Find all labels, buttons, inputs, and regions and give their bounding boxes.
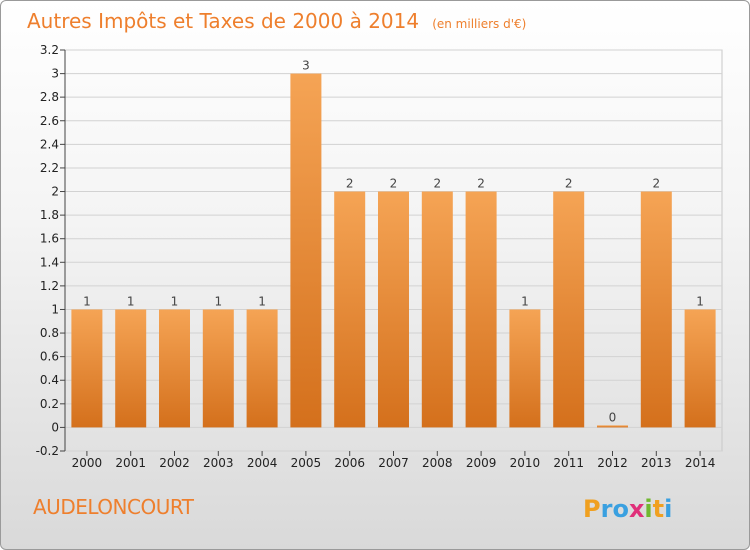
data-label-2011: 2 bbox=[565, 177, 573, 191]
bar-2009 bbox=[465, 191, 497, 428]
data-label-2005: 3 bbox=[302, 59, 310, 73]
x-tick-label-2005: 2005 bbox=[291, 456, 322, 470]
y-tick-label: 0.8 bbox=[40, 326, 59, 340]
y-tick-label: 1.2 bbox=[40, 279, 59, 293]
logo-letter: r bbox=[601, 495, 613, 523]
logo-letter: o bbox=[612, 495, 629, 523]
bar-2011 bbox=[553, 191, 585, 428]
bar-2000 bbox=[71, 309, 103, 428]
proxiti-logo: Proxiti bbox=[583, 495, 672, 523]
bar-2010 bbox=[509, 309, 541, 428]
data-label-2014: 1 bbox=[696, 294, 704, 308]
data-label-2002: 1 bbox=[171, 294, 179, 308]
y-tick-label: 1.6 bbox=[40, 232, 59, 246]
x-tick-label-2004: 2004 bbox=[247, 456, 278, 470]
data-label-2013: 2 bbox=[652, 177, 660, 191]
x-tick-label-2007: 2007 bbox=[378, 456, 409, 470]
y-tick-label: 1.8 bbox=[40, 208, 59, 222]
x-tick-label-2010: 2010 bbox=[510, 456, 541, 470]
data-label-2008: 2 bbox=[433, 177, 441, 191]
y-tick-label: 2.8 bbox=[40, 90, 59, 104]
data-label-2000: 1 bbox=[83, 294, 91, 308]
chart-title-text: Autres Impôts et Taxes de 2000 à 2014 bbox=[27, 9, 419, 33]
bar-2007 bbox=[378, 191, 409, 428]
data-labels: 1 1 1 1 1 3 2 2 2 2 1 2 0 2 1 bbox=[83, 59, 704, 425]
bar-2014 bbox=[684, 309, 716, 428]
data-label-2001: 1 bbox=[127, 294, 135, 308]
y-axis-ticks: -0.2 0 0.2 0.4 0.6 0.8 1 1.2 1.4 1.6 1.8 2 2.2 2.4 2.6… bbox=[36, 43, 66, 458]
x-tick-label-2008: 2008 bbox=[422, 456, 453, 470]
x-tick-label-2013: 2013 bbox=[641, 456, 672, 470]
y-tick-label: 2.4 bbox=[40, 137, 59, 151]
logo-letter: i bbox=[644, 495, 652, 523]
y-tick-label: 0.2 bbox=[40, 397, 59, 411]
y-tick-label: 1 bbox=[51, 302, 59, 316]
logo-letter: i bbox=[664, 495, 672, 523]
x-tick-label-2009: 2009 bbox=[466, 456, 497, 470]
bars bbox=[71, 73, 716, 428]
y-tick-label: 2.6 bbox=[40, 114, 59, 128]
x-tick-label-2011: 2011 bbox=[553, 456, 584, 470]
bar-2013 bbox=[640, 191, 672, 428]
y-tick-label: -0.2 bbox=[36, 444, 59, 458]
chart-subtitle: (en milliers d'€) bbox=[432, 17, 526, 31]
data-label-2012: 0 bbox=[609, 410, 617, 424]
data-label-2009: 2 bbox=[477, 177, 485, 191]
y-tick-label: 3 bbox=[51, 67, 59, 81]
logo-letter: t bbox=[653, 495, 664, 523]
x-tick-label-2002: 2002 bbox=[159, 456, 190, 470]
x-tick-label-2006: 2006 bbox=[334, 456, 365, 470]
bar-2004 bbox=[246, 309, 278, 428]
y-tick-label: 1.4 bbox=[40, 255, 59, 269]
y-tick-label: 0.6 bbox=[40, 350, 59, 364]
data-label-2006: 2 bbox=[346, 177, 354, 191]
data-label-2004: 1 bbox=[258, 294, 266, 308]
x-tick-label-2000: 2000 bbox=[72, 456, 103, 470]
data-label-2003: 1 bbox=[214, 294, 222, 308]
bar-2005 bbox=[290, 73, 322, 428]
x-tick-label-2012: 2012 bbox=[597, 456, 628, 470]
x-tick-label-2003: 2003 bbox=[203, 456, 234, 470]
x-axis-ticks: 2000 2001 2002 2003 2004 2005 2006 2007 2008 2009… bbox=[72, 451, 716, 470]
y-tick-label: 2.2 bbox=[40, 161, 59, 175]
commune-name: AUDELONCOURT bbox=[33, 495, 195, 519]
data-label-2007: 2 bbox=[390, 177, 398, 191]
y-tick-label: 0 bbox=[51, 420, 59, 434]
y-tick-label: 2 bbox=[51, 185, 59, 199]
y-tick-label: 3.2 bbox=[40, 43, 59, 57]
bar-2003 bbox=[202, 309, 234, 428]
bar-2006 bbox=[334, 191, 366, 428]
x-tick-label-2014: 2014 bbox=[685, 456, 716, 470]
chart-title: Autres Impôts et Taxes de 2000 à 2014 (e… bbox=[27, 9, 526, 33]
bar-2008 bbox=[421, 191, 453, 428]
data-label-2010: 1 bbox=[521, 294, 529, 308]
bar-2001 bbox=[115, 309, 147, 428]
logo-letter: P bbox=[583, 495, 601, 523]
y-tick-label: 0.4 bbox=[40, 373, 59, 387]
bar-2012 bbox=[597, 425, 628, 428]
logo-letter: x bbox=[629, 495, 645, 523]
bar-2002 bbox=[159, 309, 190, 428]
x-tick-label-2001: 2001 bbox=[115, 456, 146, 470]
